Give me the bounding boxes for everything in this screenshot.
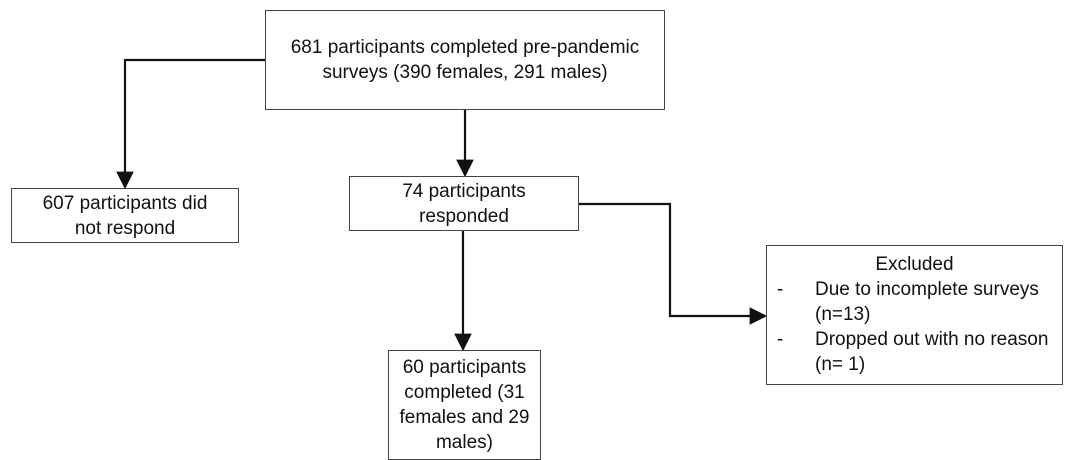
node-box: 60 participants completed (31 females an… bbox=[388, 350, 541, 460]
node-box: Excluded - Due to incomplete surveys (n=… bbox=[766, 245, 1063, 385]
node-label: 607 participants did not respond bbox=[42, 192, 208, 239]
list-text: Due to incomplete surveys (n=13) bbox=[815, 279, 1039, 325]
list-item: - Dropped out with no reason (n= 1) bbox=[775, 327, 1054, 377]
node-box: 74 participants responded bbox=[349, 176, 579, 231]
node-label: 60 participants completed (31 females an… bbox=[399, 357, 530, 453]
node-box: 607 participants did not respond bbox=[11, 188, 239, 243]
list-text: Dropped out with no reason (n= 1) bbox=[815, 329, 1049, 375]
arrow bbox=[579, 202, 768, 325]
list-item: - Due to incomplete surveys (n=13) bbox=[775, 277, 1054, 327]
node-label: 74 participants responded bbox=[402, 180, 526, 227]
node-box: 681 participants completed pre-pandemic … bbox=[265, 10, 665, 110]
list-marker: - bbox=[777, 329, 784, 350]
list-marker: - bbox=[777, 279, 784, 300]
node-label: 681 participants completed pre-pandemic … bbox=[290, 37, 640, 83]
arrow bbox=[116, 58, 265, 190]
node-label: Excluded bbox=[875, 254, 954, 275]
